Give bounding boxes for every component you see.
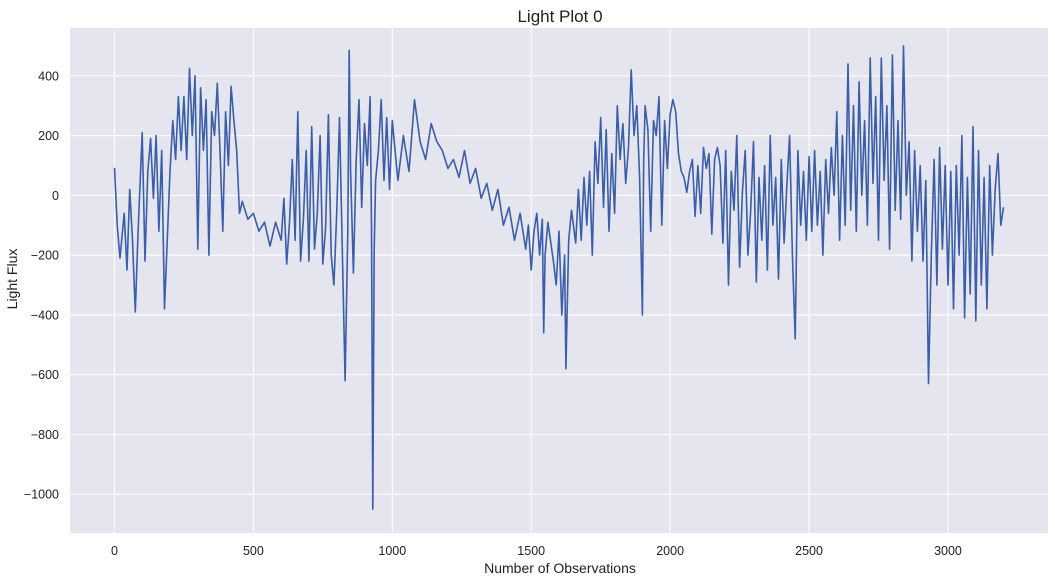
x-tick-label: 2500 bbox=[795, 544, 823, 558]
x-tick-label: 2000 bbox=[656, 544, 684, 558]
y-axis-label: Light Flux bbox=[4, 249, 20, 310]
y-tick-label: −600 bbox=[31, 368, 59, 382]
tick-labels: 0 500 1000 1500 2000 2500 3000−1000−800−600−40… bbox=[24, 69, 962, 558]
y-tick-label: 400 bbox=[38, 69, 59, 83]
y-tick-label: −800 bbox=[31, 428, 59, 442]
y-tick-label: 200 bbox=[38, 129, 59, 143]
y-tick-label: −400 bbox=[31, 308, 59, 322]
series-layer bbox=[113, 45, 1005, 510]
x-axis-label: Number of Observations bbox=[484, 560, 636, 576]
x-tick-label: 3000 bbox=[934, 544, 962, 558]
x-tick-label: 1000 bbox=[378, 544, 406, 558]
x-tick-label: 1500 bbox=[517, 544, 545, 558]
chart-title: Light Plot 0 bbox=[517, 7, 602, 26]
y-tick-label: −200 bbox=[31, 249, 59, 263]
grid-lines bbox=[70, 28, 1048, 533]
x-tick-label: 500 bbox=[243, 544, 264, 558]
x-tick-label: 0 bbox=[111, 544, 118, 558]
y-tick-label: 0 bbox=[52, 189, 59, 203]
y-tick-label: −1000 bbox=[24, 488, 59, 502]
light-flux-series-line bbox=[113, 45, 1005, 510]
